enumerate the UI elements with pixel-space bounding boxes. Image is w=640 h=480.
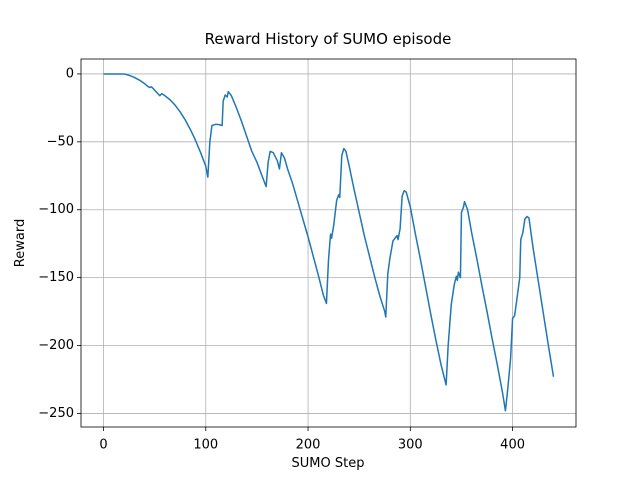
x-axis-label: SUMO Step	[292, 456, 365, 471]
data-line	[103, 73, 555, 412]
plot-frame	[80, 58, 577, 428]
y-tick-label: 0	[66, 66, 74, 81]
y-tick-label: −50	[47, 134, 74, 149]
x-tick-label: 200	[296, 438, 321, 453]
x-tick-label: 100	[193, 438, 218, 453]
x-tick-label: 400	[500, 438, 525, 453]
y-tick-label: −200	[38, 338, 74, 353]
chart-title: Reward History of SUMO episode	[205, 30, 452, 48]
y-tick-label: −250	[38, 406, 74, 421]
x-tick-label: 300	[398, 438, 423, 453]
y-tick-label: −100	[38, 202, 74, 217]
y-axis-label: Reward	[13, 219, 28, 267]
x-tick-label: 0	[99, 438, 107, 453]
y-tick-label: −150	[38, 270, 74, 285]
